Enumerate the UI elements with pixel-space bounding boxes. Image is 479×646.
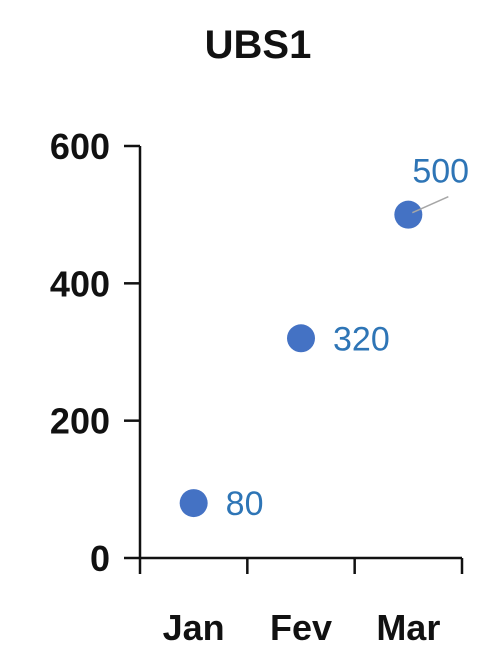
data-label: 500 <box>412 153 469 191</box>
data-label: 320 <box>333 320 390 358</box>
data-labels: 80 320 500 <box>226 153 469 523</box>
y-axis-labels: 0 200 400 600 <box>50 126 110 579</box>
data-point <box>287 324 315 353</box>
x-tick-label: Mar <box>376 607 440 646</box>
data-point <box>179 489 208 518</box>
data-point <box>394 200 423 229</box>
x-tick-label: Jan <box>163 607 225 646</box>
y-tick-label: 600 <box>50 126 110 167</box>
x-tick-label: Fev <box>270 607 332 646</box>
x-axis-labels: Jan Fev Mar <box>163 607 441 646</box>
leader-line <box>412 195 449 214</box>
y-tick-label: 400 <box>50 263 110 304</box>
data-points <box>179 200 423 518</box>
axes <box>124 144 464 574</box>
data-label: 80 <box>226 485 264 523</box>
y-tick-label: 0 <box>90 538 110 579</box>
y-tick-label: 200 <box>50 401 110 442</box>
chart-title: UBS1 <box>205 23 312 67</box>
